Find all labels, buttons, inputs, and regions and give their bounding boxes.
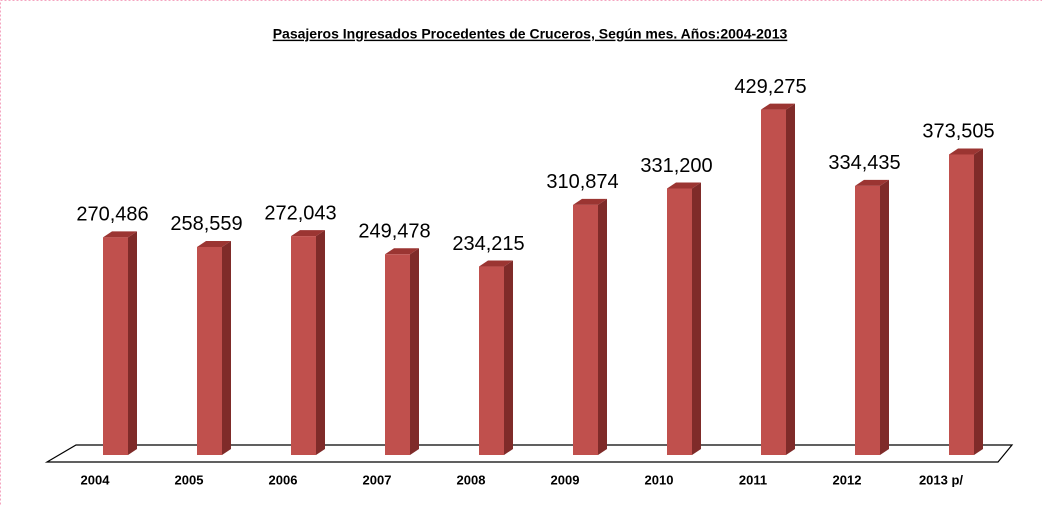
bar [761, 109, 786, 455]
bar-side [880, 179, 889, 455]
x-tick-label: 2011 [739, 472, 767, 487]
bar-top [197, 240, 231, 247]
x-tick-label: 2010 [645, 472, 674, 487]
bar [291, 236, 316, 455]
bar-side [598, 198, 607, 456]
bar [573, 204, 598, 455]
x-tick-label: 2013 p/ [919, 472, 963, 487]
x-tick-label: 2012 [833, 472, 862, 487]
bar-top [667, 182, 701, 189]
bar [385, 254, 410, 455]
bar-top [291, 230, 325, 237]
bar [479, 266, 504, 455]
bar-top [949, 148, 983, 155]
x-tick-label: 2008 [457, 472, 486, 487]
bar-top [385, 248, 419, 255]
bar [197, 246, 222, 455]
bar-top [479, 260, 513, 267]
bar-side [316, 230, 325, 455]
value-label: 310,874 [546, 171, 618, 193]
value-label: 258,559 [170, 213, 242, 235]
value-label: 429,275 [734, 76, 806, 98]
x-tick-label: 2004 [81, 472, 111, 487]
value-label: 334,435 [828, 152, 900, 174]
bar [103, 237, 128, 455]
bar-side [410, 248, 419, 455]
x-tick-label: 2006 [269, 472, 298, 487]
bar [855, 185, 880, 455]
value-label: 331,200 [640, 155, 712, 177]
bar-side [128, 231, 137, 455]
x-tick-label: 2007 [363, 472, 392, 487]
bar [667, 188, 692, 455]
bar-side [692, 182, 701, 455]
value-label: 234,215 [452, 233, 524, 255]
x-tick-label: 2009 [551, 472, 580, 487]
value-label: 272,043 [264, 202, 336, 224]
bar-top [855, 179, 889, 186]
bar-top [103, 231, 137, 238]
value-label: 270,486 [76, 204, 148, 226]
x-tick-label: 2005 [175, 472, 204, 487]
bar [949, 154, 974, 455]
bar-side [974, 148, 983, 455]
bar-top [573, 198, 607, 205]
bar-side [222, 240, 231, 455]
value-label: 249,478 [358, 221, 430, 243]
chart-title: Pasajeros Ingresados Procedentes de Cruc… [273, 26, 788, 42]
bar-side [504, 260, 513, 455]
bar-top [761, 103, 795, 110]
value-label: 373,505 [922, 121, 994, 143]
bar-side [786, 103, 795, 455]
